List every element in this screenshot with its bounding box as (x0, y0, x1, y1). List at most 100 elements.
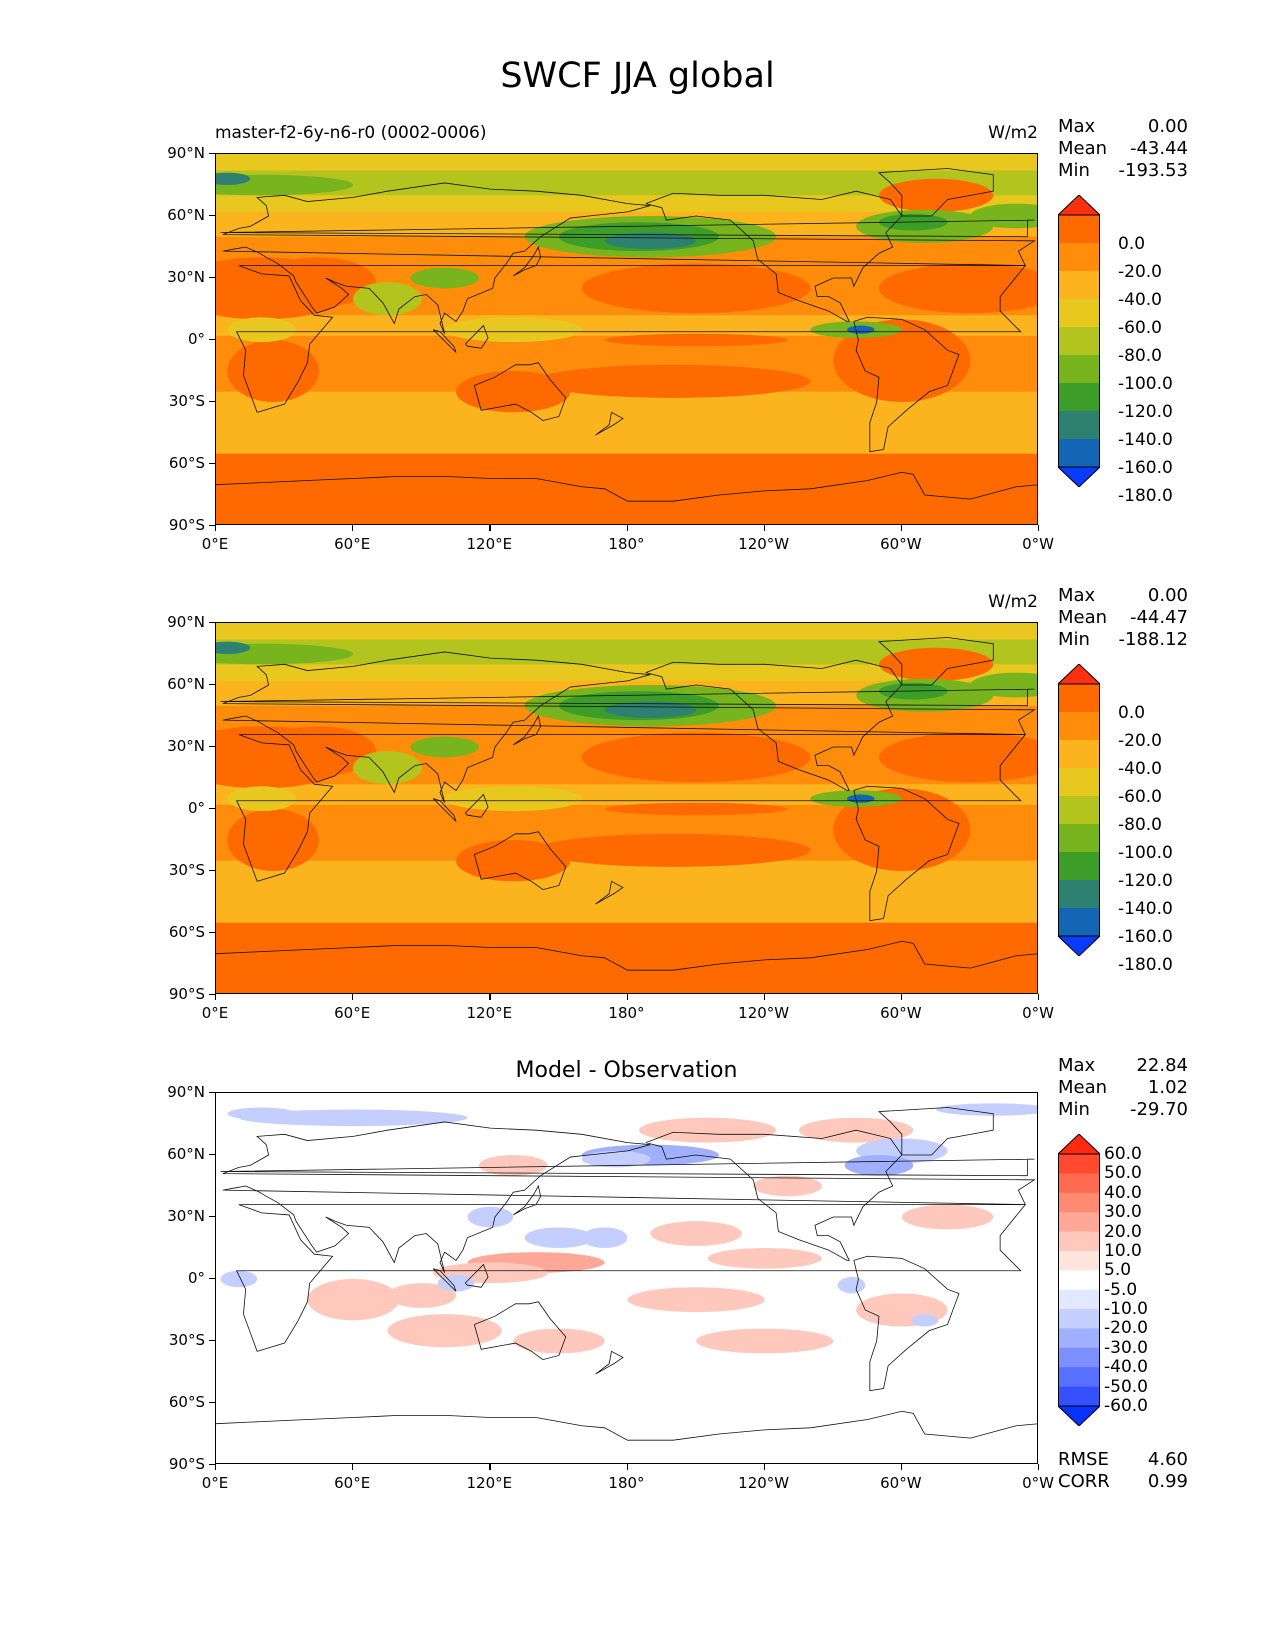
lon-tick-mark (352, 525, 354, 531)
coastline (645, 190, 903, 322)
lat-tick-mark (209, 1092, 215, 1094)
lat-tick-mark (209, 525, 215, 527)
lon-tick-mark (900, 525, 903, 531)
lat-tick-label: 60°N (167, 1145, 205, 1163)
field-blob (970, 672, 1037, 698)
coastline (473, 831, 567, 891)
field-band (216, 623, 1037, 641)
field-blob (353, 282, 422, 316)
colorbar-svg (1056, 194, 1102, 488)
lat-tick-label: 90°S (168, 516, 205, 534)
diff-positive (638, 1117, 777, 1143)
lat-tick-mark (209, 277, 215, 279)
colorbar-extend-top (1056, 194, 1102, 216)
colorbar (1056, 1133, 1102, 1427)
lon-tick-label: 0°E (201, 1004, 229, 1022)
lon-tick-label: 0°E (201, 535, 229, 553)
colorbar-segment (1058, 327, 1100, 356)
diff-negative (437, 1274, 475, 1292)
coastline (853, 1255, 960, 1392)
field-band (216, 922, 1037, 993)
lat-tick-mark (209, 1154, 215, 1156)
field-blob (410, 736, 479, 758)
diff-negative (524, 1227, 594, 1248)
stat-value: -193.53 (1118, 160, 1188, 181)
lon-tick-label: 60°W (880, 535, 922, 553)
lat-tick-label: 30°S (168, 861, 205, 879)
lat-tick-mark (209, 994, 215, 996)
lon-tick-label: 60°E (334, 535, 371, 553)
lat-tick-label: 90°N (167, 144, 205, 162)
lat-tick-mark (209, 746, 215, 748)
lat-tick-mark (209, 808, 215, 810)
panel-title: Model - Observation (515, 1058, 738, 1083)
diff-positive (707, 1248, 822, 1269)
colorbar-segment (1058, 1231, 1100, 1252)
stat-value: 0.00 (1147, 585, 1188, 606)
colorbar-segment (1058, 1309, 1100, 1329)
diff-positive (627, 1287, 765, 1313)
field-blob (604, 232, 697, 250)
colorbar-label: 5.0 (1104, 1260, 1132, 1281)
lon-tick-mark (489, 525, 491, 531)
lon-tick-mark (215, 994, 217, 1000)
field-blob (216, 172, 251, 185)
colorbar-segment (1058, 684, 1100, 713)
field-blob (216, 174, 354, 196)
diff-negative (581, 1150, 651, 1168)
lon-tick-mark (626, 1464, 628, 1470)
diff-negative (467, 1206, 514, 1228)
stat-value: -43.44 (1129, 138, 1188, 159)
lon-tick-label: 60°E (334, 1004, 371, 1022)
colorbar-label: -100.0 (1118, 374, 1173, 394)
colorbar-svg (1056, 663, 1102, 957)
colorbar-label: -160.0 (1118, 927, 1173, 947)
colorbar-label: -20.0 (1104, 1318, 1148, 1339)
colorbar (1056, 663, 1102, 957)
lat-tick-mark (209, 622, 215, 624)
diff-negative (227, 1107, 297, 1120)
coastline (595, 1350, 624, 1375)
field-blob (444, 317, 582, 343)
colorbar-label: -20.0 (1118, 262, 1162, 282)
lat-tick-mark (209, 1464, 215, 1466)
lon-tick-label: 180° (608, 535, 645, 553)
colorbar-extend-top (1056, 1133, 1102, 1155)
colorbar-segment (1058, 1192, 1100, 1213)
field-blob (227, 786, 297, 812)
colorbar-segment (1058, 1347, 1100, 1368)
lon-tick-mark (215, 525, 217, 531)
colorbar-label: -20.0 (1118, 731, 1162, 751)
lat-tick-label: 90°N (167, 1083, 205, 1101)
lon-tick-mark (900, 994, 903, 1000)
coastline (220, 1158, 1035, 1177)
colorbar-frame (1058, 683, 1100, 937)
field-blob (227, 809, 319, 871)
colorbar-label: 40.0 (1104, 1182, 1142, 1203)
colorbar-label: -80.0 (1118, 815, 1162, 835)
lon-tick-label: 0°W (1022, 1474, 1054, 1492)
colorbar-frame (1058, 214, 1100, 468)
field-band (216, 154, 1037, 172)
units-label: W/m2 (988, 123, 1038, 143)
lon-tick-label: 60°E (334, 1474, 371, 1492)
colorbar-label: -40.0 (1118, 759, 1162, 779)
diff-negative (936, 1103, 1037, 1116)
stat-key: Max (1058, 1055, 1096, 1076)
run-label: master-f2-6y-n6-r0 (0002-0006) (215, 123, 487, 143)
colorbar-label: -60.0 (1118, 787, 1162, 807)
field-band (216, 195, 1037, 213)
lon-tick-label: 120°W (738, 1474, 790, 1492)
lon-tick-label: 180° (608, 1474, 645, 1492)
lat-tick-label: 30°N (167, 737, 205, 755)
stat-key: Mean (1058, 1077, 1108, 1098)
field-blob (216, 641, 251, 654)
lon-tick-mark (1038, 525, 1040, 531)
lon-tick-mark (215, 1464, 217, 1470)
colorbar-segment (1058, 712, 1100, 741)
stat-value: -188.12 (1118, 629, 1188, 650)
lat-tick-label: 60°S (168, 1393, 205, 1411)
colorbar-label: 60.0 (1104, 1144, 1142, 1164)
lon-tick-label: 60°W (880, 1474, 922, 1492)
coastline (595, 411, 624, 436)
